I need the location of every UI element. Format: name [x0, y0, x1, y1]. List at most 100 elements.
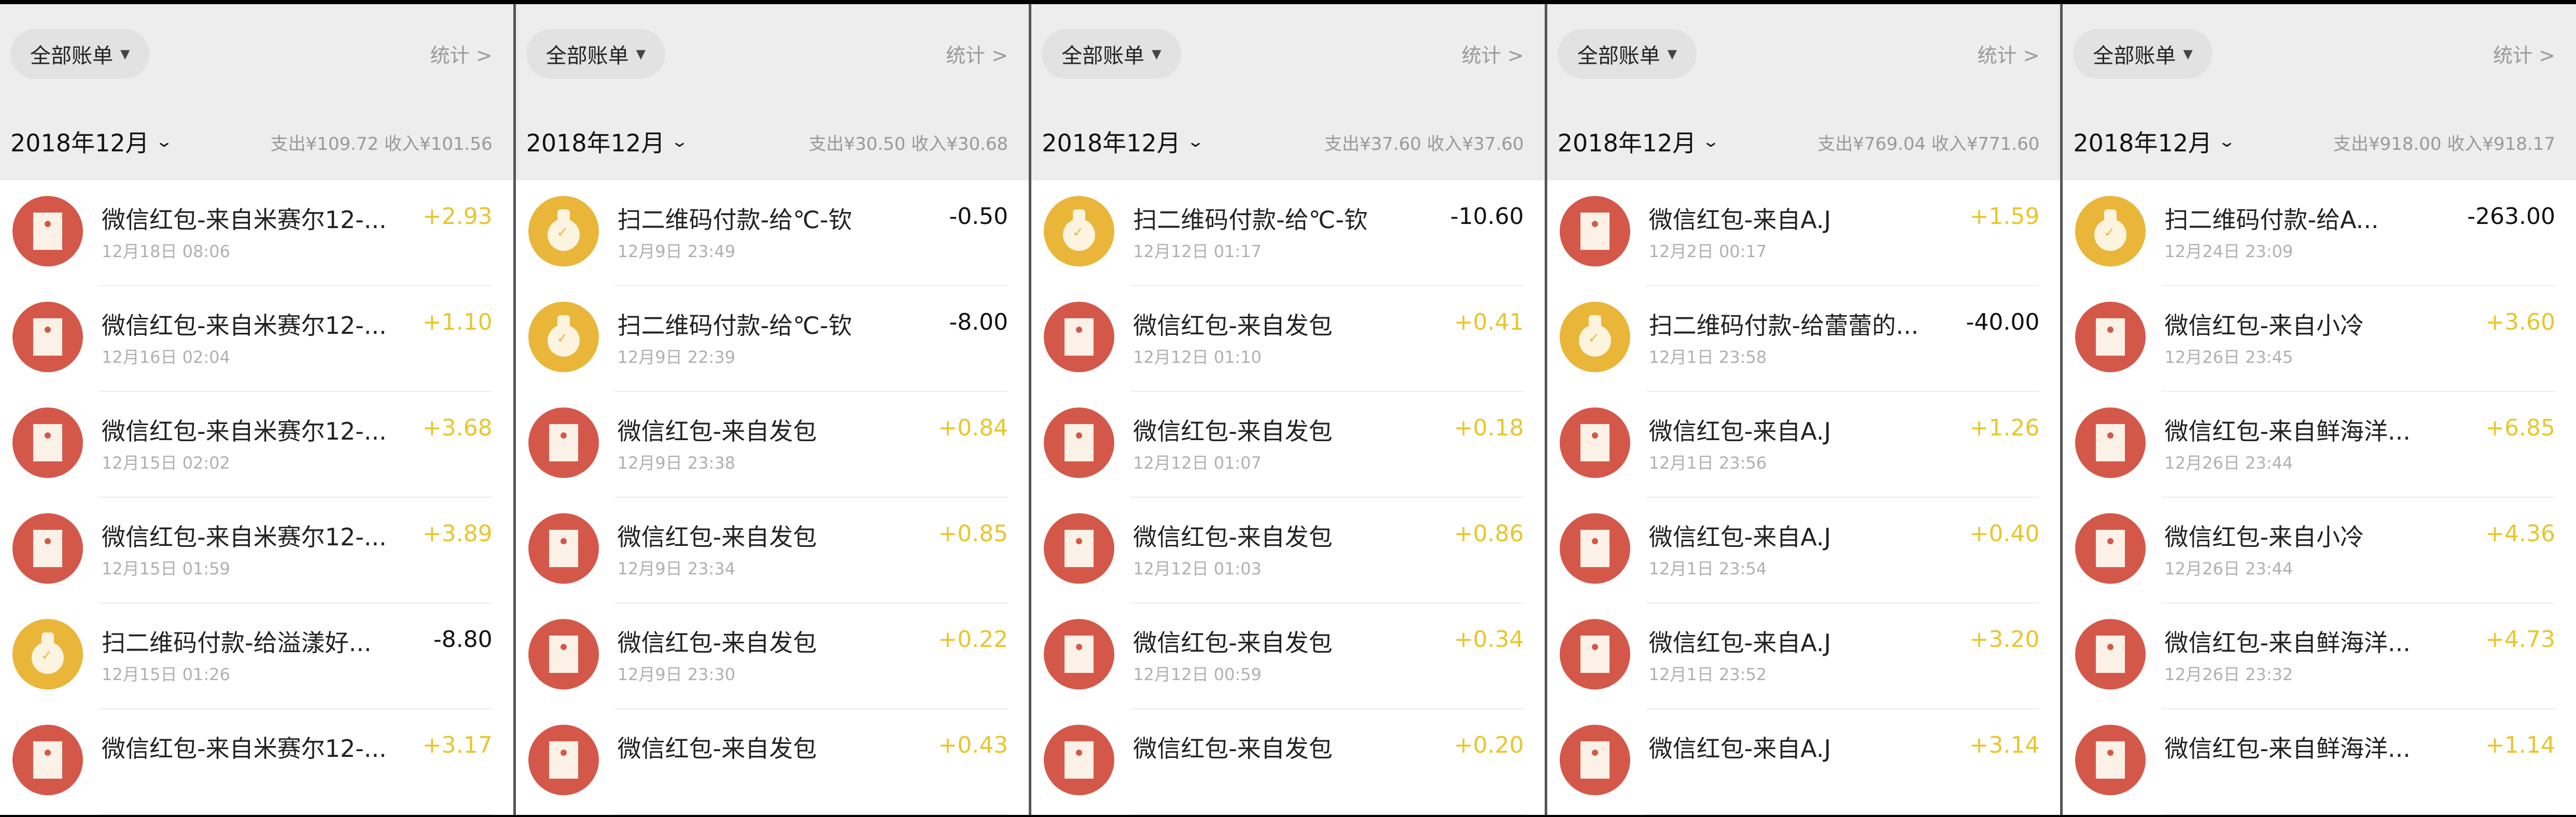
transaction-row[interactable]: 微信红包-来自米赛尔12-... 12月15日 02:02 +3.68	[0, 392, 513, 498]
transaction-title: 微信红包-来自鲜海洋...	[2164, 417, 2411, 445]
transaction-row[interactable]: 微信红包-来自发包 12月12日 00:59 +0.34	[1031, 603, 1545, 709]
transaction-amount: +4.36	[2485, 520, 2555, 547]
transaction-amount: +1.14	[2485, 732, 2555, 758]
red-packet-icon	[1559, 196, 1630, 266]
transaction-title: 微信红包-来自米赛尔12-...	[102, 312, 387, 340]
transaction-time: 12月26日 23:45	[2164, 347, 2293, 367]
transaction-title: 扫二维码付款-给溢漾好...	[102, 629, 372, 657]
all-bills-filter-button[interactable]: 全部账单 ▼	[10, 29, 150, 79]
transaction-time: 12月15日 02:02	[102, 453, 230, 473]
transaction-amount: +2.93	[422, 203, 493, 230]
transaction-row[interactable]: 微信红包-来自发包 +0.43	[516, 709, 1029, 815]
transaction-amount: +4.73	[2485, 626, 2555, 653]
statistics-link[interactable]: 统计 >	[1977, 44, 2040, 67]
transaction-title: 微信红包-来自A.J	[1648, 629, 1831, 657]
transaction-time: 12月12日 01:07	[1133, 453, 1262, 473]
transaction-row[interactable]: 微信红包-来自小冷 12月26日 23:44 +4.36	[2063, 498, 2576, 603]
transaction-title: 扫二维码付款-给A...	[2164, 206, 2379, 234]
bill-header: 全部账单 ▼ 统计 > 2018年12月 ⌄ 支出¥918.00 收入¥918.17	[2063, 4, 2576, 180]
transaction-row[interactable]: 微信红包-来自鲜海洋... +1.14	[2063, 709, 2576, 815]
transaction-row[interactable]: 扫二维码付款-给℃-钦 12月9日 23:49 -0.50	[516, 180, 1029, 286]
transaction-row[interactable]: 扫二维码付款-给溢漾好... 12月15日 01:26 -8.80	[0, 603, 513, 709]
red-packet-icon	[12, 725, 83, 795]
transaction-row[interactable]: 微信红包-来自A.J 12月1日 23:52 +3.20	[1547, 603, 2061, 709]
filter-label: 全部账单	[2093, 44, 2176, 68]
month-selector[interactable]: 2018年12月 ⌄	[1042, 124, 1205, 159]
transaction-amount: +0.41	[1453, 309, 1524, 335]
transaction-time: 12月26日 23:32	[2164, 665, 2293, 684]
transaction-row[interactable]: 微信红包-来自米赛尔12-... +3.17	[0, 709, 513, 815]
month-selector[interactable]: 2018年12月 ⌄	[526, 124, 689, 159]
money-bag-icon	[1044, 196, 1115, 266]
red-packet-icon	[1044, 513, 1115, 584]
transaction-row[interactable]: 微信红包-来自小冷 12月26日 23:45 +3.60	[2063, 286, 2576, 392]
transaction-row[interactable]: 微信红包-来自鲜海洋... 12月26日 23:44 +6.85	[2063, 392, 2576, 498]
transaction-title: 微信红包-来自A.J	[1648, 735, 1831, 763]
transaction-title: 微信红包-来自发包	[1133, 629, 1333, 657]
transaction-row[interactable]: 微信红包-来自A.J 12月1日 23:54 +0.40	[1547, 498, 2061, 603]
transaction-row[interactable]: 微信红包-来自米赛尔12-... 12月18日 08:06 +2.93	[0, 180, 513, 286]
transaction-row[interactable]: 微信红包-来自发包 12月12日 01:10 +0.41	[1031, 286, 1545, 392]
all-bills-filter-button[interactable]: 全部账单 ▼	[1557, 29, 1697, 79]
all-bills-filter-button[interactable]: 全部账单 ▼	[526, 29, 666, 79]
statistics-link[interactable]: 统计 >	[946, 44, 1009, 67]
month-selector[interactable]: 2018年12月 ⌄	[2073, 124, 2236, 159]
transaction-amount: -40.00	[1966, 309, 2040, 335]
red-packet-icon	[528, 619, 599, 689]
red-packet-icon	[528, 407, 599, 478]
transaction-time: 12月12日 01:10	[1133, 347, 1262, 367]
transaction-amount: +1.59	[1969, 203, 2040, 230]
month-selector[interactable]: 2018年12月 ⌄	[1558, 124, 1720, 159]
transaction-row[interactable]: 微信红包-来自米赛尔12-... 12月15日 01:59 +3.89	[0, 498, 513, 603]
transaction-row[interactable]: 微信红包-来自发包 12月9日 23:38 +0.84	[516, 392, 1029, 498]
red-packet-icon	[2075, 407, 2146, 478]
transaction-row[interactable]: 微信红包-来自发包 12月9日 23:30 +0.22	[516, 603, 1029, 709]
red-packet-icon	[2075, 619, 2146, 689]
transaction-amount: -0.50	[949, 203, 1009, 230]
transaction-time: 12月9日 23:38	[617, 453, 736, 473]
transaction-title: 扫二维码付款-给蕾蕾的...	[1648, 312, 1919, 340]
transaction-title: 微信红包-来自米赛尔12-...	[102, 523, 387, 551]
red-packet-icon	[1559, 725, 1630, 795]
red-packet-icon	[2075, 513, 2146, 584]
bill-list-panel: 全部账单 ▼ 统计 > 2018年12月 ⌄ 支出¥30.50 收入¥30.68 扫…	[515, 4, 1029, 815]
transaction-row[interactable]: 微信红包-来自发包 +0.20	[1031, 709, 1545, 815]
month-label: 2018年12月	[10, 129, 149, 157]
red-packet-icon	[1559, 619, 1630, 689]
statistics-link[interactable]: 统计 >	[430, 44, 493, 67]
month-selector[interactable]: 2018年12月 ⌄	[10, 124, 173, 159]
transaction-amount: +1.26	[1969, 415, 2040, 441]
transaction-time: 12月15日 01:59	[102, 559, 230, 579]
chevron-down-icon: ⌄	[1186, 132, 1205, 151]
transaction-row[interactable]: 微信红包-来自米赛尔12-... 12月16日 02:04 +1.10	[0, 286, 513, 392]
transaction-amount: +3.20	[1969, 626, 2040, 653]
statistics-link[interactable]: 统计 >	[2493, 44, 2555, 67]
money-bag-icon	[12, 619, 83, 689]
all-bills-filter-button[interactable]: 全部账单 ▼	[1042, 29, 1181, 79]
transaction-row[interactable]: 微信红包-来自发包 12月12日 01:07 +0.18	[1031, 392, 1545, 498]
transaction-time: 12月1日 23:54	[1648, 559, 1767, 579]
money-bag-icon	[528, 196, 599, 266]
transaction-row[interactable]: 微信红包-来自发包 12月9日 23:34 +0.85	[516, 498, 1029, 603]
transaction-row[interactable]: 微信红包-来自发包 12月12日 01:03 +0.86	[1031, 498, 1545, 603]
statistics-link[interactable]: 统计 >	[1461, 44, 1524, 67]
transaction-row[interactable]: 扫二维码付款-给蕾蕾的... 12月1日 23:58 -40.00	[1547, 286, 2061, 392]
transaction-title: 微信红包-来自A.J	[1648, 523, 1831, 551]
transaction-title: 微信红包-来自小冷	[2164, 312, 2364, 340]
chevron-down-icon: ⌄	[155, 132, 173, 151]
red-packet-icon	[528, 513, 599, 584]
transaction-row[interactable]: 微信红包-来自鲜海洋... 12月26日 23:32 +4.73	[2063, 603, 2576, 709]
red-packet-icon	[1044, 302, 1115, 372]
filter-label: 全部账单	[545, 44, 629, 68]
transaction-row[interactable]: 微信红包-来自A.J +3.14	[1547, 709, 2061, 815]
transaction-row[interactable]: 微信红包-来自A.J 12月1日 23:56 +1.26	[1547, 392, 2061, 498]
transaction-row[interactable]: 扫二维码付款-给℃-钦 12月9日 22:39 -8.00	[516, 286, 1029, 392]
transaction-time: 12月1日 23:52	[1648, 665, 1767, 684]
bill-header: 全部账单 ▼ 统计 > 2018年12月 ⌄ 支出¥769.04 收入¥771.60	[1547, 4, 2061, 180]
transaction-row[interactable]: 扫二维码付款-给℃-钦 12月12日 01:17 -10.60	[1031, 180, 1545, 286]
transaction-amount: -8.00	[949, 309, 1009, 335]
transaction-row[interactable]: 微信红包-来自A.J 12月2日 00:17 +1.59	[1547, 180, 2061, 286]
transaction-row[interactable]: 扫二维码付款-给A... 12月24日 23:09 -263.00	[2063, 180, 2576, 286]
transaction-amount: -10.60	[1450, 203, 1524, 230]
all-bills-filter-button[interactable]: 全部账单 ▼	[2073, 29, 2213, 79]
